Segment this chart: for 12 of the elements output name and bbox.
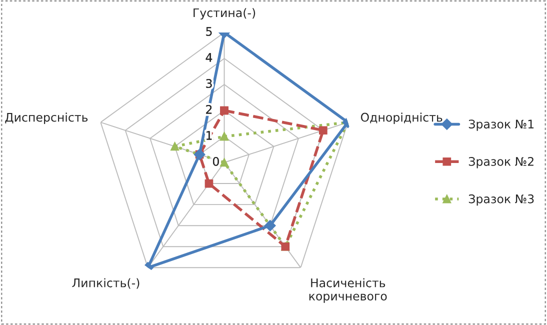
legend-label: Зразок №2 [468,156,534,168]
y-tick-label: 5 [206,27,212,36]
legend-label: Зразок №3 [468,194,534,206]
y-tick-label: 0 [212,156,219,166]
spoke-label: Густина(-) [194,8,256,20]
spoke-label: Насиченість коричневого [309,278,387,303]
legend-label: Зразок №1 [468,120,534,131]
y-tick-label: 4 [206,53,212,62]
spoke-label: Однорідність [360,112,442,124]
y-tick-label: 3 [206,78,212,88]
spoke-label: Липкість(-) [72,278,140,289]
spoke-label: Дисперсність [5,112,88,124]
